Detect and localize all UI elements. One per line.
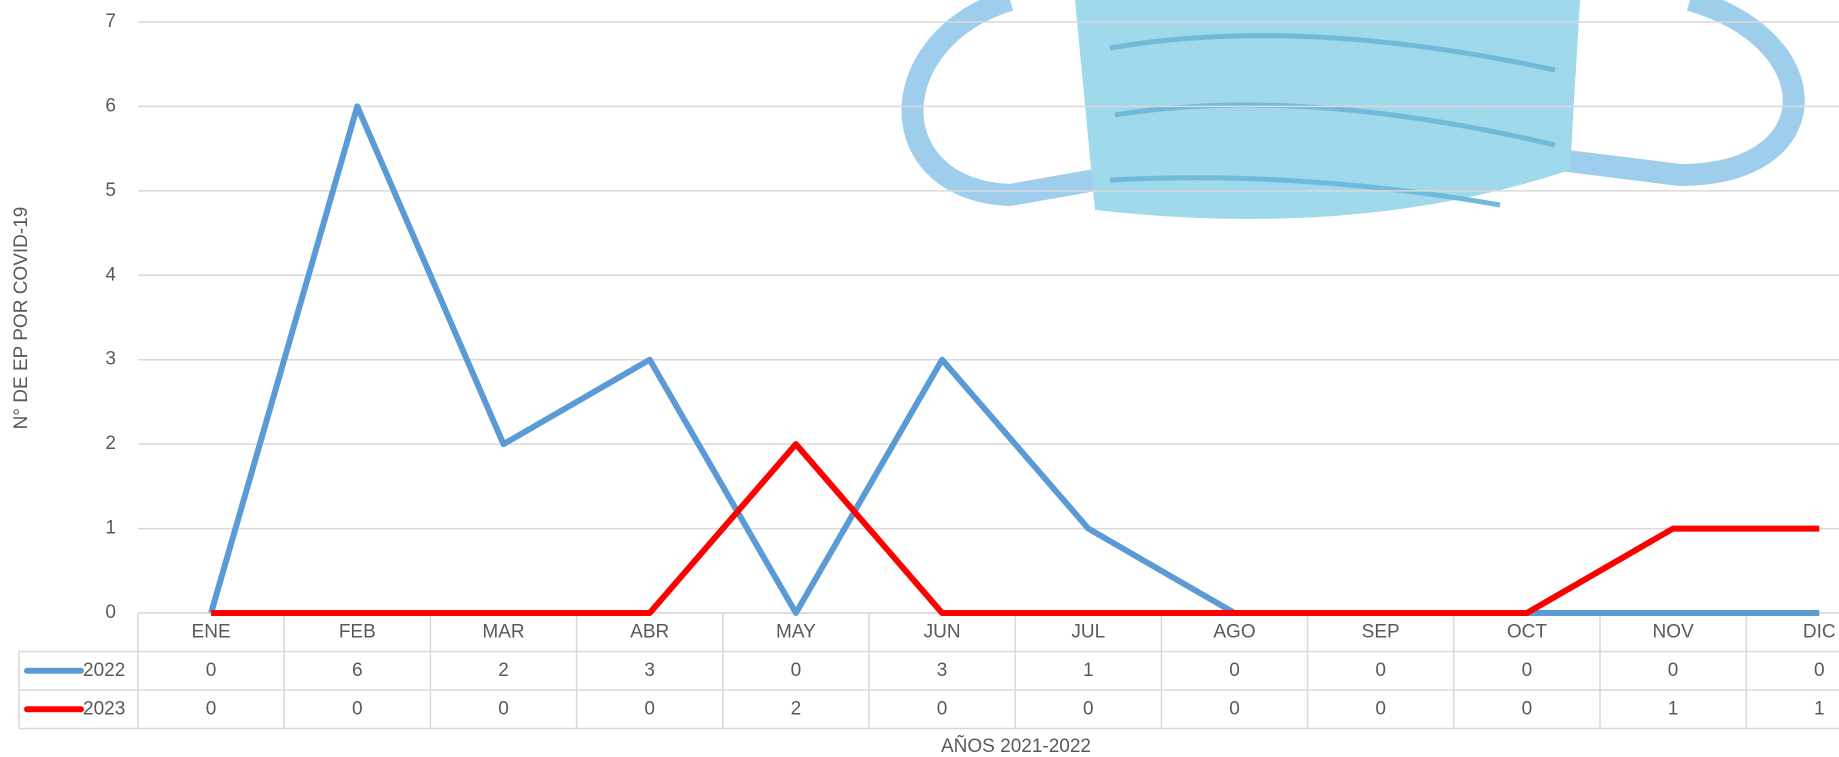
y-tick-label: 0: [105, 602, 116, 623]
table-value: 3: [644, 660, 655, 681]
mask-fold: [1109, 33, 1556, 208]
table-value: 0: [1229, 660, 1240, 681]
table-value: 0: [937, 698, 948, 719]
table-value: 0: [1229, 698, 1240, 719]
x-tick-label: DIC: [1803, 621, 1836, 642]
table-value: 0: [1522, 698, 1533, 719]
table-value: 0: [1375, 698, 1386, 719]
mask-strap: [1558, 0, 1805, 187]
y-axis-title: N° DE EP POR COVID-19: [11, 207, 32, 430]
table-value: 0: [206, 698, 217, 719]
y-tick-label: 6: [105, 95, 116, 116]
x-tick-label: MAY: [776, 621, 816, 642]
table-value: 1: [1668, 698, 1679, 719]
y-tick-label: 5: [105, 180, 116, 201]
series-line: [208, 103, 1820, 616]
x-tick-label: ENE: [192, 621, 231, 642]
table-value: 0: [206, 660, 217, 681]
y-tick-label: 3: [105, 349, 116, 370]
x-tick-label: MAR: [482, 621, 524, 642]
x-axis-title: AÑOS 2021-2022: [941, 735, 1091, 757]
x-tick-label: AGO: [1213, 621, 1255, 642]
x-tick-label: JUN: [924, 621, 961, 642]
table-value: 1: [1814, 698, 1825, 719]
table-value: 0: [1375, 660, 1386, 681]
table-value: 1: [1083, 660, 1094, 681]
table-value: 2: [498, 660, 509, 681]
table-value: 0: [644, 698, 655, 719]
x-tick-label: ABR: [630, 621, 669, 642]
y-tick-label: 7: [105, 11, 116, 32]
table-value: 6: [352, 660, 363, 681]
y-tick-label: 4: [105, 264, 116, 285]
x-tick-label: FEB: [339, 621, 376, 642]
y-tick-label: 2: [105, 433, 116, 454]
y-tick-label: 1: [105, 518, 116, 539]
table-value: 0: [498, 698, 509, 719]
x-tick-label: OCT: [1507, 621, 1548, 642]
legend-label: 2022: [83, 660, 125, 681]
table-value: 0: [1522, 660, 1533, 681]
mask-illustration: [901, 0, 1805, 219]
table-value: 2: [791, 698, 802, 719]
table-value: 0: [1668, 660, 1679, 681]
table-value: 3: [937, 660, 948, 681]
x-tick-label: SEP: [1362, 621, 1400, 642]
legend-label: 2023: [83, 698, 125, 719]
x-tick-label: NOV: [1653, 621, 1695, 642]
table-value: 0: [1083, 698, 1094, 719]
x-tick-label: JUL: [1071, 621, 1105, 642]
table-value: 0: [791, 660, 802, 681]
series-line: [211, 441, 1820, 616]
table-value: 0: [1814, 660, 1825, 681]
mask-strap: [901, 0, 1097, 207]
table-value: 0: [352, 698, 363, 719]
